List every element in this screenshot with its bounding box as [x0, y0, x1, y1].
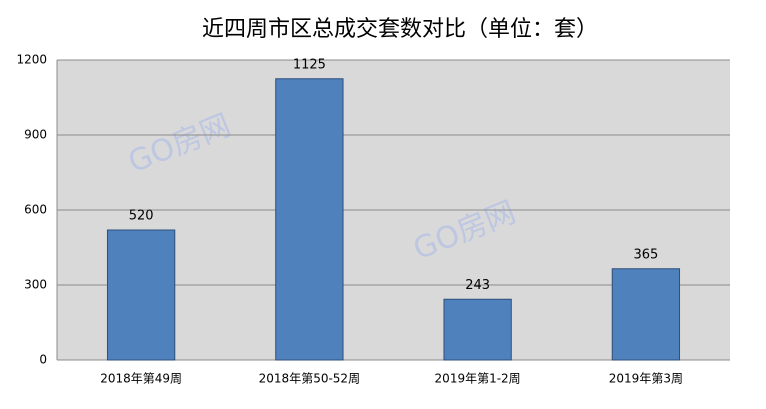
y-tick-label: 1200: [16, 53, 47, 67]
x-tick-label: 2018年第50-52周: [259, 372, 360, 386]
data-label: 520: [129, 209, 154, 224]
x-tick-label: 2019年第3周: [609, 372, 683, 386]
x-tick-label: 2019年第1-2周: [435, 372, 521, 386]
data-label: 243: [465, 278, 490, 293]
bar: [275, 78, 344, 361]
data-label: 1125: [293, 57, 326, 72]
y-tick-label: 0: [39, 353, 47, 367]
y-tick-label: 900: [24, 128, 47, 142]
x-tick-label: 2018年第49周: [100, 372, 182, 386]
bar: [611, 268, 681, 361]
y-tick-label: 600: [24, 203, 47, 217]
bar: [443, 298, 512, 361]
bar: [106, 229, 176, 361]
y-tick-label: 300: [24, 278, 47, 292]
chart-title: 近四周市区总成交套数对比（单位：套）: [202, 17, 598, 42]
data-label: 365: [633, 247, 658, 262]
